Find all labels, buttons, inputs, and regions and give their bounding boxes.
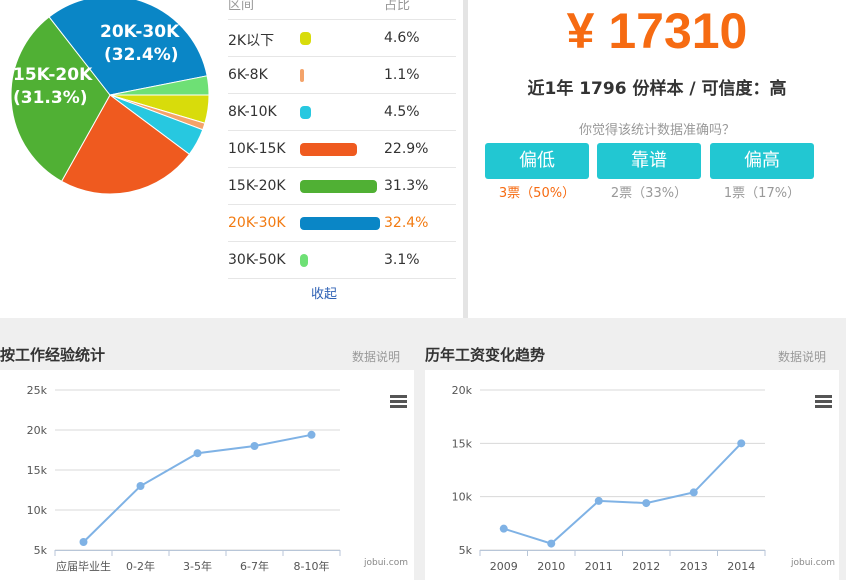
data-point[interactable] (547, 539, 556, 548)
row-pct: 1.1% (384, 67, 420, 83)
row-range: 30K-50K (228, 252, 286, 268)
experience-section-title: 按工作经验统计 (0, 346, 106, 364)
y-tick-label: 15k (452, 437, 473, 450)
row-bar (300, 106, 312, 119)
data-point[interactable] (136, 482, 145, 490)
trend-line-chart: 5k 10k 15k 20k 2009 2010 2011 2012 2013 2014 jobui… (452, 384, 835, 573)
series-line (503, 442, 742, 545)
experience-data-note-link[interactable]: 数据说明 (352, 350, 401, 364)
row-pct: 22.9% (384, 141, 429, 157)
chart-credit: jobui.com (363, 558, 408, 568)
data-point[interactable] (689, 488, 698, 497)
y-tick-label: 10k (27, 504, 48, 517)
trend-chart-box: 5k 10k 15k 20k 2009 2010 2011 2012 2013 2014 jobui… (425, 370, 839, 580)
pie-label-20k-30k-pct: (32.4%) (104, 45, 179, 65)
data-point[interactable] (594, 496, 603, 505)
trend-section-title: 历年工资变化趋势 (425, 346, 546, 364)
vote-low-button[interactable]: 偏低 (485, 143, 589, 179)
x-tick-label: 2012 (632, 560, 660, 573)
experience-line-chart: 5k 10k 15k 20k 25k 应届毕业生 0-2年 3-5年 6-7年 8-10年 jobu… (27, 384, 408, 573)
row-range: 15K-20K (228, 178, 286, 194)
data-point[interactable] (737, 439, 746, 448)
data-point[interactable] (499, 524, 508, 533)
chart-credit: jobui.com (790, 558, 835, 568)
average-salary: ¥ 17310 (566, 3, 748, 59)
data-point[interactable] (250, 442, 259, 450)
row-range: 2K以下 (228, 33, 275, 49)
pie-label-15k-20k: 15K-20K (13, 65, 93, 85)
x-tick-label: 8-10年 (294, 559, 330, 573)
row-pct: 3.1% (384, 252, 420, 268)
sample-info: 近1年 1796 份样本 / 可信度：高 (527, 79, 787, 99)
data-point[interactable] (307, 430, 316, 439)
col-range-header: 区间 (228, 0, 255, 13)
row-pct: 32.4% (384, 215, 429, 231)
x-tick-label: 0-2年 (126, 559, 155, 573)
table-row: 30K-50K 3.1% (228, 242, 456, 279)
collapse-link[interactable]: 收起 (311, 287, 338, 302)
y-tick-label: 20k (27, 424, 48, 437)
x-tick-label: 2010 (537, 560, 565, 573)
col-pct-header: 占比 (384, 0, 411, 13)
summary-panel: ¥ 17310 近1年 1796 份样本 / 可信度：高 你觉得该统计数据准确吗… (468, 0, 846, 318)
vote-low-count: 3票（50%） (498, 186, 576, 201)
row-bar (300, 69, 304, 82)
x-tick-label: 应届毕业生 (56, 559, 111, 573)
row-bar (300, 180, 378, 193)
salary-pie-chart: 20K-30K (32.4%) 15K-20K (31.3%) (10, 0, 210, 195)
y-tick-label: 15k (27, 464, 48, 477)
row-range: 10K-15K (228, 141, 286, 157)
x-tick-label: 2011 (585, 560, 613, 573)
data-point[interactable] (642, 499, 651, 508)
row-pct: 4.6% (384, 30, 420, 46)
table-row: 15K-20K 31.3% (228, 168, 456, 205)
row-bar (300, 143, 357, 156)
pie-slice[interactable] (109, 75, 210, 96)
table-row: 6K-8K 1.1% (228, 57, 456, 94)
table-row: 10K-15K 22.9% (228, 131, 456, 168)
distribution-panel: 20K-30K (32.4%) 15K-20K (31.3%) 区间 占比 2K… (0, 0, 463, 318)
x-tick-label: 2013 (680, 560, 708, 573)
row-pct: 4.5% (384, 104, 420, 120)
row-bar (300, 217, 380, 230)
x-tick-label: 2014 (727, 560, 755, 573)
x-tick-label: 2009 (490, 560, 518, 573)
row-pct: 31.3% (384, 178, 429, 194)
row-range: 20K-30K (228, 215, 286, 231)
pie-slice[interactable] (60, 94, 191, 195)
y-tick-label: 5k (459, 544, 473, 557)
table-row: 20K-30K 32.4% (228, 205, 456, 242)
x-tick-label: 3-5年 (183, 559, 212, 573)
row-bar (300, 254, 308, 267)
y-tick-label: 10k (452, 491, 473, 504)
trend-data-note-link[interactable]: 数据说明 (778, 350, 827, 364)
row-range: 8K-10K (228, 104, 277, 120)
pie-slice[interactable] (48, 0, 208, 96)
table-row: 8K-10K 4.5% (228, 94, 456, 131)
data-point[interactable] (79, 538, 88, 546)
y-tick-label: 20k (452, 384, 473, 397)
chart-menu-icon[interactable] (815, 395, 832, 408)
distribution-table: 区间 占比 2K以下 4.6% 6K-8K 1.1% 8K-10K 4.5% 10K-15K… (228, 0, 456, 279)
vote-accurate-count: 2票（33%） (610, 186, 688, 201)
accuracy-question: 你觉得该统计数据准确吗？ (578, 123, 735, 138)
vote-high-count: 1票（17%） (723, 186, 801, 201)
x-tick-label: 6-7年 (240, 559, 269, 573)
chart-menu-icon[interactable] (390, 395, 407, 408)
vote-accurate-button[interactable]: 靠谱 (597, 143, 701, 179)
row-bar (300, 32, 312, 45)
pie-label-20k-30k: 20K-30K (100, 22, 180, 42)
experience-chart-box: 5k 10k 15k 20k 25k 应届毕业生 0-2年 3-5年 6-7年 8-10年 jobu… (0, 370, 414, 580)
pie-label-15k-20k-pct: (31.3%) (13, 88, 88, 108)
y-tick-label: 5k (34, 544, 48, 557)
table-header: 区间 占比 (228, 0, 456, 20)
y-tick-label: 25k (27, 384, 48, 397)
panel-divider (463, 0, 468, 318)
table-row: 2K以下 4.6% (228, 20, 456, 57)
pie-slice[interactable] (10, 16, 111, 183)
data-point[interactable] (193, 449, 202, 458)
row-range: 6K-8K (228, 67, 268, 83)
vote-high-button[interactable]: 偏高 (710, 143, 814, 179)
